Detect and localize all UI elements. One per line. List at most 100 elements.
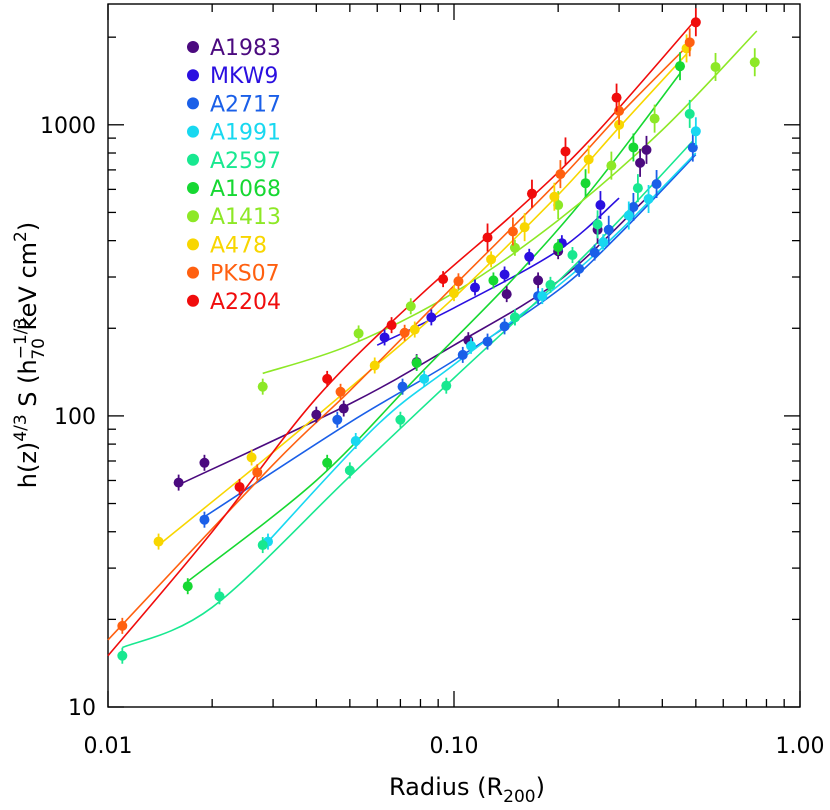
fit-curve-a2597	[121, 140, 694, 649]
data-point-a2597	[567, 250, 578, 261]
data-point-a1068	[580, 178, 591, 189]
data-point-a1991	[466, 340, 477, 351]
data-point-a1413	[405, 301, 416, 312]
data-point-mkw9	[426, 312, 437, 323]
data-point-a1413	[509, 242, 520, 253]
data-point-a2597	[684, 108, 695, 119]
data-point-a2717	[651, 179, 662, 190]
legend-marker-a2204	[187, 294, 199, 307]
data-point-a1991	[419, 373, 430, 384]
data-point-a1413	[649, 113, 660, 124]
data-point-a1413	[257, 381, 268, 392]
data-point-a1991	[690, 126, 701, 137]
legend-marker-a1983	[187, 41, 199, 53]
y-tick-label: 100	[54, 405, 96, 430]
legend-label-a2717: A2717	[210, 92, 281, 117]
axis-ticks	[107, 4, 801, 708]
data-points	[117, 8, 760, 664]
y-tick-label: 1000	[40, 114, 96, 139]
legend-marker-pks07	[187, 266, 199, 279]
data-point-pks07	[252, 467, 263, 478]
data-point-a2597	[344, 465, 355, 476]
data-point-a1991	[623, 210, 634, 221]
fit-curve-a1991	[267, 152, 697, 543]
data-point-pks07	[117, 620, 128, 631]
data-point-a2204	[438, 274, 449, 285]
legend-label-a1068: A1068	[210, 177, 281, 202]
data-point-a2717	[482, 336, 493, 347]
data-point-a2717	[603, 224, 614, 235]
data-point-a2204	[386, 320, 397, 331]
data-point-a2717	[199, 514, 210, 525]
x-axis-label: Radius (R200)	[389, 773, 545, 807]
data-point-a2204	[322, 373, 333, 384]
fit-curve-a1983	[178, 197, 648, 486]
legend-marker-mkw9	[187, 69, 199, 82]
legend-marker-a2717	[187, 97, 199, 110]
data-point-a478	[409, 324, 420, 335]
data-point-a1068	[628, 142, 639, 153]
legend-marker-a1991	[187, 125, 199, 138]
data-point-a478	[549, 191, 560, 202]
data-point-a2204	[690, 17, 701, 28]
legend-label-a2597: A2597	[210, 149, 281, 174]
x-tick-label: 0.10	[430, 734, 479, 759]
data-point-a1413	[606, 160, 617, 171]
data-point-a1983	[501, 289, 512, 300]
y-tick-label: 10	[68, 696, 96, 721]
data-point-a2717	[499, 321, 510, 332]
data-point-pks07	[335, 386, 346, 397]
data-point-a2717	[589, 247, 600, 258]
data-point-a2597	[509, 312, 520, 323]
y-axis-label: h(z)4/3 S (h−1/370 keV cm2)	[11, 222, 49, 489]
data-point-mkw9	[470, 282, 481, 293]
legend-label-mkw9: MKW9	[210, 64, 278, 89]
data-point-a1991	[537, 291, 548, 302]
data-point-a1991	[350, 435, 361, 446]
legend-label-a478: A478	[210, 233, 267, 258]
data-point-pks07	[507, 226, 518, 237]
data-point-a1413	[353, 328, 364, 339]
data-point-a1983	[311, 409, 322, 420]
data-point-pks07	[453, 276, 464, 287]
data-point-a2597	[117, 650, 128, 661]
data-point-a2204	[482, 232, 493, 243]
data-point-a2717	[628, 201, 639, 212]
data-point-a2204	[526, 188, 537, 199]
legend-label-a2204: A2204	[210, 290, 281, 315]
data-point-a1983	[641, 144, 652, 155]
data-point-a1068	[411, 357, 422, 368]
data-point-a1983	[199, 457, 210, 468]
data-point-a2717	[574, 263, 585, 274]
legend-label-a1413: A1413	[210, 205, 281, 230]
x-tick-label: 1.00	[776, 734, 825, 759]
data-point-pks07	[555, 169, 566, 180]
data-point-a1068	[675, 61, 686, 72]
fit-curves	[107, 18, 758, 657]
data-point-a1413	[710, 61, 721, 72]
data-point-a2597	[395, 414, 406, 425]
data-point-a1983	[173, 477, 184, 488]
data-point-a2597	[257, 540, 268, 551]
data-point-a1991	[598, 237, 609, 248]
legend-label-pks07: PKS07	[210, 262, 280, 287]
data-point-a2717	[457, 349, 468, 360]
data-point-a1983	[533, 275, 544, 286]
data-point-a2597	[545, 279, 556, 290]
data-point-a1413	[553, 200, 564, 211]
data-point-a1068	[182, 581, 193, 592]
legend-marker-a1413	[187, 210, 199, 223]
data-point-pks07	[614, 105, 625, 116]
fit-curve-a478	[158, 53, 688, 546]
x-tick-label: 0.01	[84, 734, 133, 759]
data-point-a478	[246, 452, 257, 463]
data-point-mkw9	[595, 200, 606, 211]
data-point-a2204	[611, 92, 622, 103]
data-point-a2597	[214, 591, 225, 602]
data-point-mkw9	[379, 332, 390, 343]
data-point-a2717	[397, 381, 408, 392]
data-point-a478	[369, 360, 380, 371]
legend-label-a1991: A1991	[210, 121, 281, 146]
fit-curve-a1068	[187, 73, 681, 583]
data-point-a478	[153, 536, 164, 547]
